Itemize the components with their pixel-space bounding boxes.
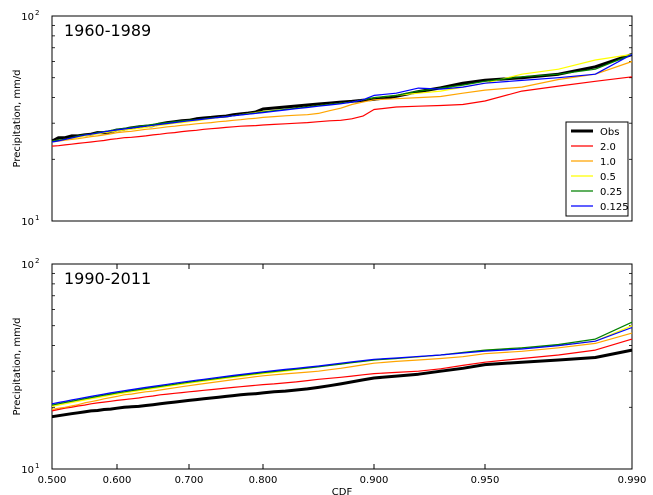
panel-title: 1990-2011 xyxy=(64,269,151,288)
chart-panel-2: 10 110 20.500 0.600 0.700 0.800 0.900 0.950 0.99… xyxy=(12,257,646,495)
x-axis-label: CDF xyxy=(332,487,353,495)
y-tick-label-exponent: 1 xyxy=(35,462,39,470)
series-line-2.0 xyxy=(51,338,633,412)
series-line-0.125 xyxy=(51,326,633,405)
x-tick-label: 0.500 xyxy=(38,475,67,486)
legend-label: 0.125 xyxy=(600,202,629,213)
y-tick-label: 10 xyxy=(21,12,34,23)
legend-label: 0.25 xyxy=(600,187,622,198)
series-line-1.0 xyxy=(51,60,633,143)
x-tick-label: 0.990 xyxy=(618,475,647,486)
series-line-Obs xyxy=(51,348,633,419)
series-line-2.0 xyxy=(51,76,633,147)
plot-frame xyxy=(51,263,633,470)
series-line-0.125 xyxy=(51,53,633,143)
legend-box xyxy=(565,121,629,217)
x-tick-label: 0.900 xyxy=(360,475,389,486)
legend-label: Obs xyxy=(600,127,619,138)
series-line-0.5 xyxy=(51,325,633,407)
legend-label: 0.5 xyxy=(600,172,616,183)
y-axis-label: Precipitation, mm/d xyxy=(12,317,23,415)
series-line-1.0 xyxy=(51,332,633,411)
x-tick-label: 0.950 xyxy=(471,475,500,486)
series-line-0.5 xyxy=(51,53,633,142)
y-tick-label-exponent: 1 xyxy=(35,214,39,222)
panel-title: 1960-1989 xyxy=(64,21,151,40)
y-tick-label: 10 xyxy=(21,217,34,228)
legend-label: 1.0 xyxy=(600,157,616,168)
y-tick-label-exponent: 2 xyxy=(35,9,39,17)
x-tick-label: 0.800 xyxy=(249,475,278,486)
x-tick-label: 0.600 xyxy=(103,475,132,486)
plot-frame xyxy=(51,15,633,222)
y-axis-label: Precipitation, mm/d xyxy=(12,69,23,167)
legend-label: 2.0 xyxy=(600,142,616,153)
y-tick-label-exponent: 2 xyxy=(35,257,39,265)
y-tick-label: 10 xyxy=(21,465,34,476)
y-tick-label: 10 xyxy=(21,260,34,271)
x-tick-label: 0.700 xyxy=(175,475,204,486)
